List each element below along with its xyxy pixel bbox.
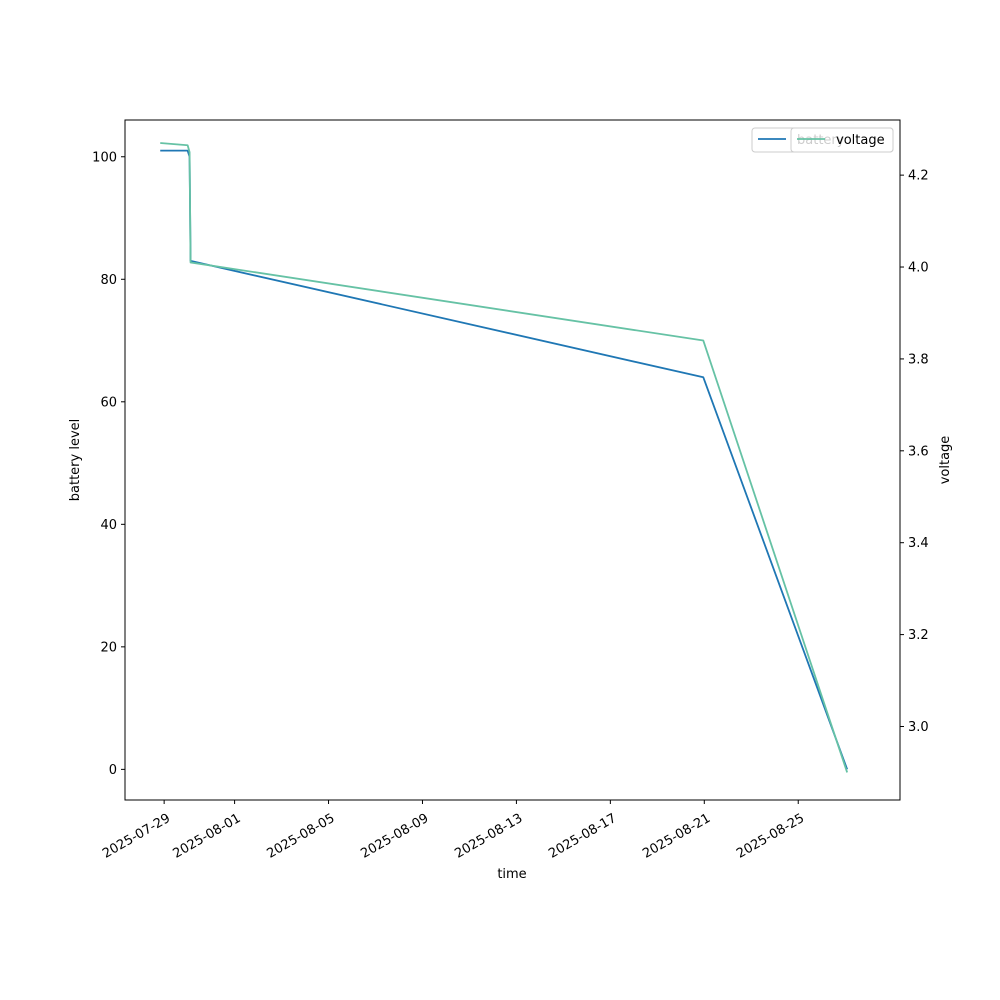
legend-voltage: voltage	[790, 127, 894, 153]
legend-voltage-label: voltage	[836, 133, 885, 148]
x-axis-label: time	[497, 867, 526, 882]
y-right-tick-label: 3.0	[908, 720, 929, 735]
y-left-tick-label: 100	[92, 150, 117, 165]
x-tick-label: 2025-08-21	[640, 811, 713, 862]
x-tick-label: 2025-08-01	[171, 811, 244, 862]
x-tick-label: 2025-08-09	[358, 811, 431, 862]
y-axis-right-label: voltage	[938, 436, 953, 485]
y-axis-left-label: battery level	[68, 419, 83, 502]
y-right-tick-label: 3.8	[908, 352, 929, 367]
plot-area	[125, 120, 900, 800]
x-tick-label: 2025-08-13	[452, 811, 525, 862]
y-right-tick-label: 4.0	[908, 261, 929, 276]
series-layer	[160, 142, 849, 773]
x-tick-label: 2025-08-17	[546, 811, 619, 862]
y-right-tick-label: 4.2	[908, 169, 929, 184]
x-tick-label: 2025-08-25	[734, 811, 807, 862]
y-left-tick-label: 20	[100, 640, 117, 655]
y-axis-left: 0 20 40 60 80 100	[92, 150, 125, 778]
series-line-voltage	[160, 142, 849, 773]
plot-frame	[124, 119, 901, 801]
y-right-tick-label: 3.6	[908, 444, 929, 459]
y-left-tick-label: 0	[109, 763, 117, 778]
x-tick-label: 2025-08-05	[264, 811, 337, 862]
y-right-tick-label: 3.2	[908, 628, 929, 643]
legend-voltage-box	[790, 127, 894, 153]
x-tick-label: 2025-07-29	[100, 811, 173, 862]
y-right-tick-label: 3.4	[908, 536, 929, 551]
y-axis-right: 3.0 3.2 3.4 3.6 3.8 4.0 4.2	[900, 169, 929, 735]
y-left-tick-label: 60	[100, 395, 117, 410]
y-left-tick-label: 40	[100, 518, 117, 533]
y-left-tick-label: 80	[100, 273, 117, 288]
